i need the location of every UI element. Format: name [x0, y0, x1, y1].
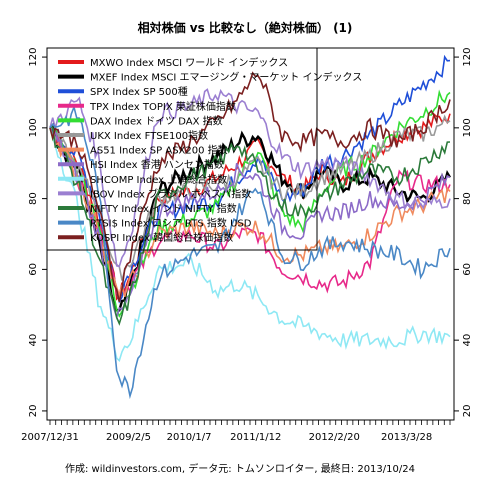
- series-line: [49, 112, 451, 301]
- series-line: [49, 127, 451, 298]
- series-line: [49, 127, 451, 363]
- legend-label: MXWO Index MSCI ワールド インデックス: [90, 56, 288, 69]
- legend-label: SHCOMP Index 上海総合指数: [90, 173, 227, 186]
- y-tick-label-left: 20: [28, 405, 39, 418]
- y-tick-label-left: 80: [28, 192, 39, 205]
- x-tick-label: 2011/1/12: [230, 432, 281, 443]
- x-tick-label: 2013/3/28: [381, 432, 432, 443]
- legend-label: AS51 Index SP ASX200 指数: [90, 144, 228, 157]
- y-tick-label-left: 120: [28, 48, 39, 67]
- series-line: [49, 89, 451, 318]
- legend-label: SPX Index SP 500種: [90, 85, 188, 98]
- x-tick-label: 2012/2/20: [309, 432, 360, 443]
- y-tick-label-right: 60: [462, 263, 473, 276]
- x-tick-label: 2009/2/5: [106, 432, 151, 443]
- legend-label: MXEF Index MSCI エマージング・マーケット インデックス: [90, 71, 362, 84]
- y-tick-label-right: 120: [462, 48, 473, 67]
- legend-label: RTSI$ Index ロシア RTS 指数 USD: [90, 217, 252, 230]
- series-lines: [49, 54, 452, 400]
- y-tick-label-left: 100: [28, 118, 39, 137]
- legend-label: KOSPI Index 韓国総合株価指数: [90, 231, 233, 244]
- legend-label: UKX Index FTSE100指数: [90, 129, 208, 142]
- y-tick-label-right: 40: [462, 334, 473, 347]
- series-line: [49, 71, 451, 302]
- y-tick-label-right: 20: [462, 405, 473, 418]
- y-axis-right: 20 40 60 80 100 120: [454, 48, 473, 418]
- series-line: [49, 104, 451, 400]
- y-tick-label-left: 40: [28, 334, 39, 347]
- chart-title: 相対株価 vs 比較なし（絶対株価） (1): [138, 20, 353, 35]
- legend: MXWO Index MSCI ワールド インデックス MXEF Index MS…: [46, 47, 362, 251]
- legend-label: DAX Index ドイツ DAX 指数: [90, 114, 223, 127]
- credit-text: 作成: wildinvestors.com, データ元: トムソンロイター, 最…: [65, 462, 415, 475]
- legend-label: HSI Index 香港 ハンセン指数: [90, 158, 224, 171]
- y-tick-label-right: 100: [462, 118, 473, 137]
- y-tick-label-left: 60: [28, 263, 39, 276]
- x-tick-label: 2010/1/7: [167, 432, 212, 443]
- y-tick-label-right: 80: [462, 192, 473, 205]
- legend-label: IBOV Index ブラジル ボベスパ指数: [90, 187, 251, 200]
- series-line: [49, 126, 451, 326]
- series-line: [49, 88, 451, 268]
- legend-label: NIFTY Index インド NIFTY 指数: [90, 202, 237, 215]
- x-axis: 2007/12/31 2009/2/5 2010/1/7 2011/1/12 2012/…: [21, 420, 451, 443]
- y-axis-left: 20 40 60 80 100 120: [28, 48, 47, 418]
- x-tick-label: 2007/12/31: [21, 432, 79, 443]
- legend-box: [46, 47, 318, 251]
- legend-label: TPX Index TOPIX 東証株価指数: [89, 100, 236, 113]
